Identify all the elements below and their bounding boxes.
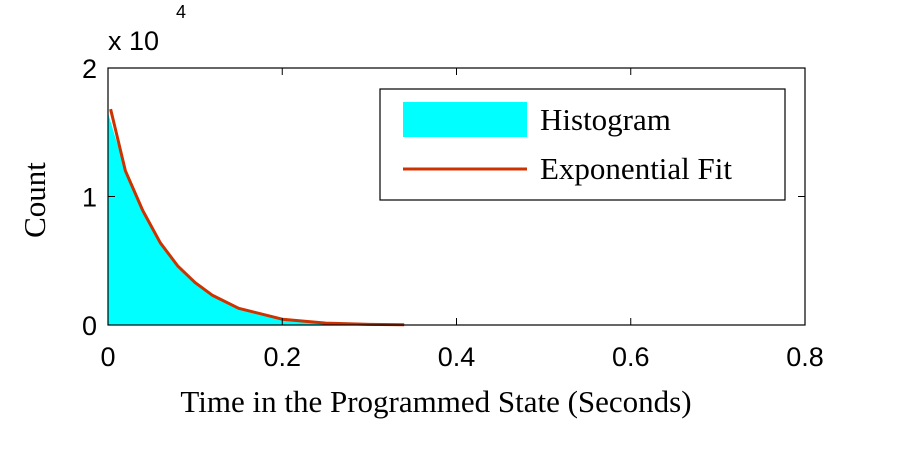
- y-exponent-base: x 10: [108, 26, 159, 56]
- y-tick-label: 0: [82, 311, 97, 341]
- y-tick-label: 1: [82, 183, 97, 213]
- legend-label-histogram: Histogram: [540, 102, 671, 137]
- x-tick-label: 0.4: [438, 342, 476, 372]
- x-tick-label: 0.6: [612, 342, 650, 372]
- legend: Histogram Exponential Fit: [379, 88, 786, 201]
- y-axis-label: Count: [17, 162, 52, 238]
- x-tick-label: 0.8: [786, 342, 824, 372]
- y-exponent-power: 4: [176, 2, 186, 22]
- x-axis-label: Time in the Programmed State (Seconds): [180, 384, 691, 419]
- x-tick-label: 0.2: [263, 342, 301, 372]
- legend-label-exponential-fit: Exponential Fit: [540, 151, 732, 186]
- exponential-fit-line: [109, 108, 405, 327]
- histogram-area: [108, 113, 405, 325]
- legend-box: [379, 88, 786, 201]
- x-tick-label: 0: [100, 342, 115, 372]
- y-tick-label: 2: [82, 54, 97, 84]
- legend-swatch-histogram: [403, 102, 527, 137]
